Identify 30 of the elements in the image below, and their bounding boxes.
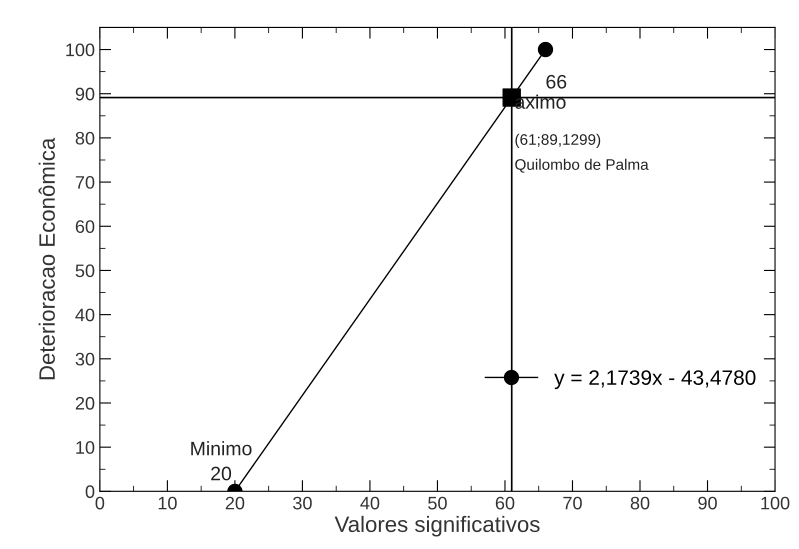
y-axis-title: Deterioracao Econômica bbox=[38, 138, 55, 380]
x-tick-label: 50 bbox=[428, 496, 447, 510]
x-tick-label: 60 bbox=[496, 496, 514, 510]
y-tick-label: 10 bbox=[76, 441, 94, 454]
annotation: 66 bbox=[546, 74, 566, 89]
legend-label: y = 2,1739x - 43,4780 bbox=[554, 370, 756, 390]
y-tick-label: 30 bbox=[76, 352, 94, 366]
y-tick-label: 100 bbox=[66, 43, 94, 56]
y-tick-label: 20 bbox=[76, 396, 94, 410]
x-tick-label: 0 bbox=[96, 496, 104, 510]
x-tick-label: 20 bbox=[226, 496, 244, 510]
y-tick-label: 60 bbox=[76, 220, 94, 233]
annotation: Minimo bbox=[191, 441, 252, 456]
annotation: 20 bbox=[211, 466, 232, 480]
x-tick-label: 40 bbox=[360, 496, 380, 510]
y-tick-label: 0 bbox=[86, 485, 94, 498]
x-tick-label: 10 bbox=[158, 496, 177, 510]
x-tick-label: 80 bbox=[630, 496, 650, 510]
x-tick-label: 30 bbox=[293, 496, 312, 510]
y-tick-label: 90 bbox=[76, 88, 94, 100]
x-tick-label: 100 bbox=[761, 496, 790, 510]
y-tick-label: 80 bbox=[76, 132, 94, 145]
x-tick-label: 70 bbox=[563, 496, 582, 510]
x-tick-label: 90 bbox=[698, 496, 717, 510]
x-axis-title: Valores significativos bbox=[334, 516, 540, 537]
y-tick-label: 40 bbox=[75, 308, 94, 322]
y-tick-label: 50 bbox=[76, 264, 94, 278]
y-tick-label: 70 bbox=[76, 176, 94, 189]
annotation: (61;89,1299) bbox=[515, 134, 600, 148]
annotation: Quilombo de Palma bbox=[515, 158, 649, 173]
